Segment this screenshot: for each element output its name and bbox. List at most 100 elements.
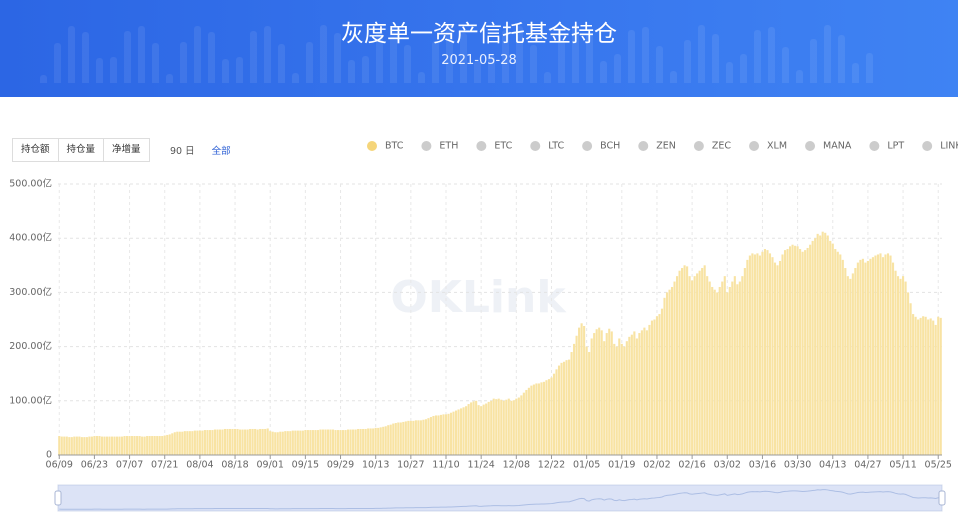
bar xyxy=(399,422,402,455)
legend-item[interactable]: XLM xyxy=(749,141,787,152)
x-tick-label: 12/08 xyxy=(503,460,530,471)
banner-decoration xyxy=(810,39,817,83)
legend-item[interactable]: BCH xyxy=(582,141,620,152)
bar xyxy=(377,427,380,455)
bar xyxy=(153,436,156,455)
bar xyxy=(791,244,794,455)
bar xyxy=(917,319,920,455)
bar xyxy=(668,289,671,455)
bar xyxy=(78,436,81,455)
bar xyxy=(163,435,166,455)
bar xyxy=(550,377,553,455)
legend-item[interactable]: LPT xyxy=(869,141,904,152)
bar xyxy=(801,251,804,455)
metric-tab[interactable]: 持仓量 xyxy=(57,139,104,161)
bar xyxy=(68,437,71,455)
banner-decoration xyxy=(236,56,243,83)
bar xyxy=(673,281,676,455)
bar xyxy=(256,429,259,455)
bar xyxy=(693,276,696,455)
legend-item[interactable]: ZEN xyxy=(638,141,676,152)
legend-item[interactable]: ZEC xyxy=(693,141,732,152)
bar xyxy=(824,232,827,455)
x-tick-label: 07/21 xyxy=(151,460,178,471)
range-tabs: 90 日 全部 xyxy=(170,143,245,157)
bar xyxy=(809,244,812,455)
legend-item[interactable]: LINK xyxy=(922,141,958,152)
bar xyxy=(623,346,626,455)
bar xyxy=(836,251,839,455)
bar xyxy=(251,428,254,455)
metric-tab[interactable]: 净增量 xyxy=(103,139,149,161)
bar xyxy=(472,401,475,455)
metric-tab[interactable]: 持仓额 xyxy=(21,144,50,155)
slider-handle[interactable] xyxy=(54,490,62,506)
bar xyxy=(711,286,714,455)
bar xyxy=(216,429,219,455)
bar xyxy=(284,431,287,455)
bar xyxy=(789,246,792,455)
bar xyxy=(804,250,807,455)
page-title: 灰度单一资产信托基金持仓 xyxy=(341,21,617,47)
bar xyxy=(545,380,548,455)
bar xyxy=(454,410,458,455)
range-tab[interactable]: 全部 xyxy=(211,146,231,157)
bar xyxy=(136,436,139,455)
bar xyxy=(352,429,355,455)
banner-decoration xyxy=(544,71,551,83)
bar xyxy=(796,246,799,455)
legend-swatch xyxy=(693,141,704,151)
banner-decoration xyxy=(390,26,397,83)
y-tick-label: 200.00亿 xyxy=(9,340,52,352)
bar xyxy=(748,255,751,455)
bar xyxy=(166,434,169,455)
banner-decoration xyxy=(838,34,845,83)
bar xyxy=(75,436,78,455)
slider-handle[interactable] xyxy=(938,490,946,506)
bar xyxy=(309,430,312,455)
banner-decoration xyxy=(82,31,89,83)
x-tick-label: 05/25 xyxy=(925,460,952,471)
bar xyxy=(778,260,782,455)
bar xyxy=(397,422,400,455)
bar xyxy=(595,329,598,455)
bar xyxy=(507,398,510,455)
x-tick-label: 10/27 xyxy=(397,460,424,471)
legend-item[interactable]: ETC xyxy=(476,141,513,152)
bar xyxy=(208,430,211,455)
legend-item[interactable]: LTC xyxy=(530,141,564,152)
bar xyxy=(583,326,586,455)
bar xyxy=(191,431,194,455)
bar xyxy=(171,433,174,455)
y-tick-label: 0 xyxy=(46,450,52,461)
range-tab[interactable]: 90 日 xyxy=(170,146,195,157)
bar xyxy=(402,421,405,455)
bar xyxy=(497,398,500,455)
bar xyxy=(246,429,249,455)
legend-item[interactable]: MANA xyxy=(805,141,852,152)
bar xyxy=(65,436,68,455)
bar xyxy=(891,262,895,455)
bar xyxy=(108,436,111,455)
bar xyxy=(643,327,646,455)
banner-decoration xyxy=(292,73,299,83)
legend-swatch xyxy=(476,141,487,151)
bar xyxy=(467,404,470,455)
bar xyxy=(515,398,518,455)
legend-item[interactable]: ETH xyxy=(421,141,458,152)
bar xyxy=(239,429,242,455)
bar xyxy=(876,254,880,455)
banner-decoration xyxy=(600,61,607,83)
bar xyxy=(266,428,269,455)
bar xyxy=(585,346,588,455)
bar xyxy=(605,333,608,455)
bar xyxy=(259,428,262,455)
banner-decoration xyxy=(782,46,789,83)
legend-label: LTC xyxy=(548,141,564,152)
bar xyxy=(329,429,332,455)
bar xyxy=(783,250,787,455)
banner-decoration xyxy=(656,46,663,83)
legend-item[interactable]: BTC xyxy=(367,141,404,152)
legend-swatch xyxy=(922,141,933,151)
